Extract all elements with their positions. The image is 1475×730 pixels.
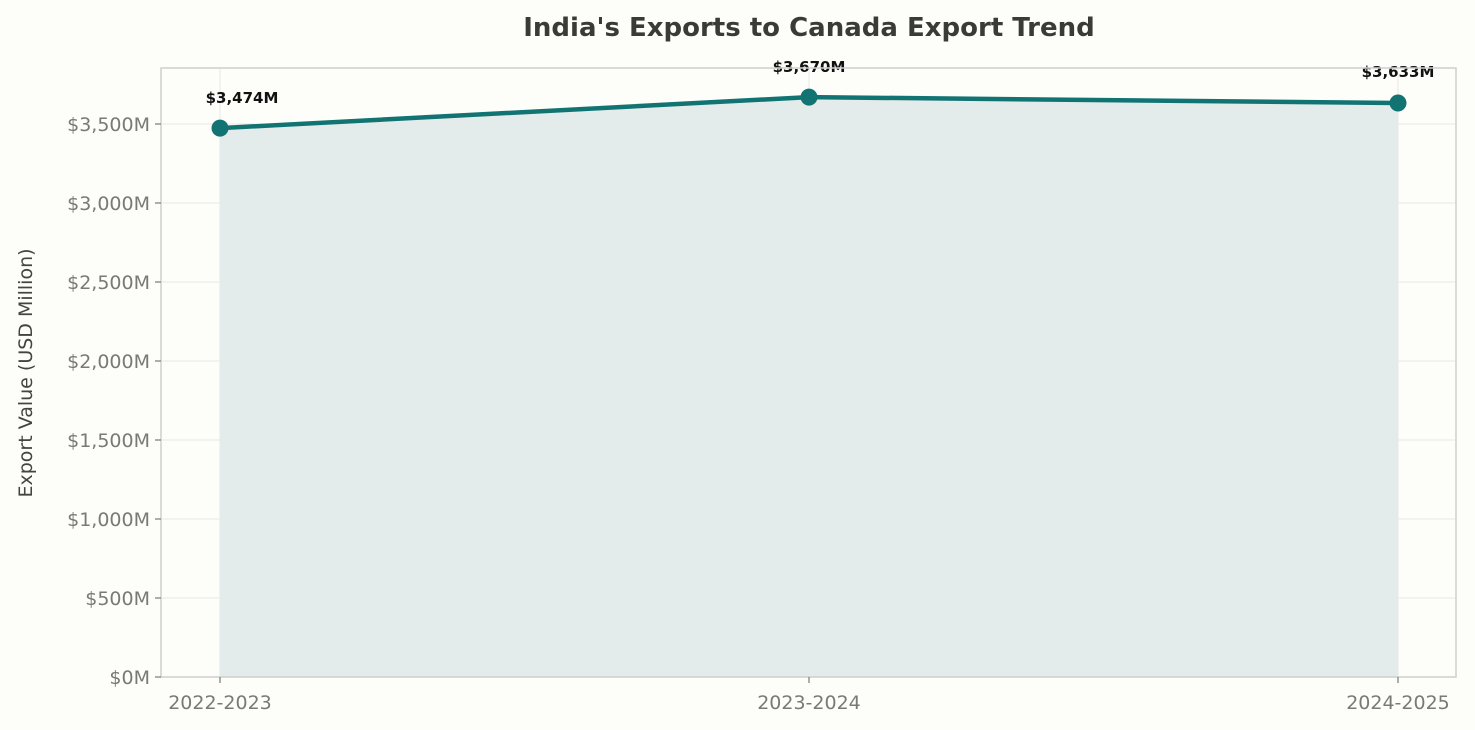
plot-area: $3,474M $3,670M $3,633M	[160, 58, 1457, 678]
y-tick-label: $500M	[85, 588, 150, 610]
x-tick-label: 2022-2023	[168, 692, 272, 714]
x-axis: 2022-2023 2023-2024 2024-2025	[168, 677, 1450, 714]
y-tick-label: $2,000M	[67, 351, 150, 373]
data-point-marker	[800, 88, 818, 106]
y-tick-label: $2,500M	[67, 272, 150, 294]
y-tick-label: $3,500M	[67, 114, 150, 136]
area-fill	[220, 97, 1398, 677]
y-tick-label: $1,500M	[67, 430, 150, 452]
y-tick-label: $0M	[109, 667, 150, 689]
x-tick-label: 2024-2025	[1346, 692, 1450, 714]
data-point-marker	[211, 119, 229, 137]
chart-title: India's Exports to Canada Export Trend	[523, 13, 1095, 43]
y-axis-label: Export Value (USD Million)	[15, 248, 37, 497]
data-point-label: $3,670M	[773, 58, 846, 76]
data-point-label: $3,474M	[206, 89, 279, 107]
x-tick-label: 2023-2024	[757, 692, 861, 714]
data-markers	[211, 88, 1407, 137]
y-axis: $0M $500M $1,000M $1,500M $2,000M $2,500M $3,0…	[67, 114, 161, 689]
data-point-marker	[1389, 94, 1407, 112]
y-tick-label: $1,000M	[67, 509, 150, 531]
y-tick-label: $3,000M	[67, 193, 150, 215]
data-point-label: $3,633M	[1362, 63, 1435, 81]
